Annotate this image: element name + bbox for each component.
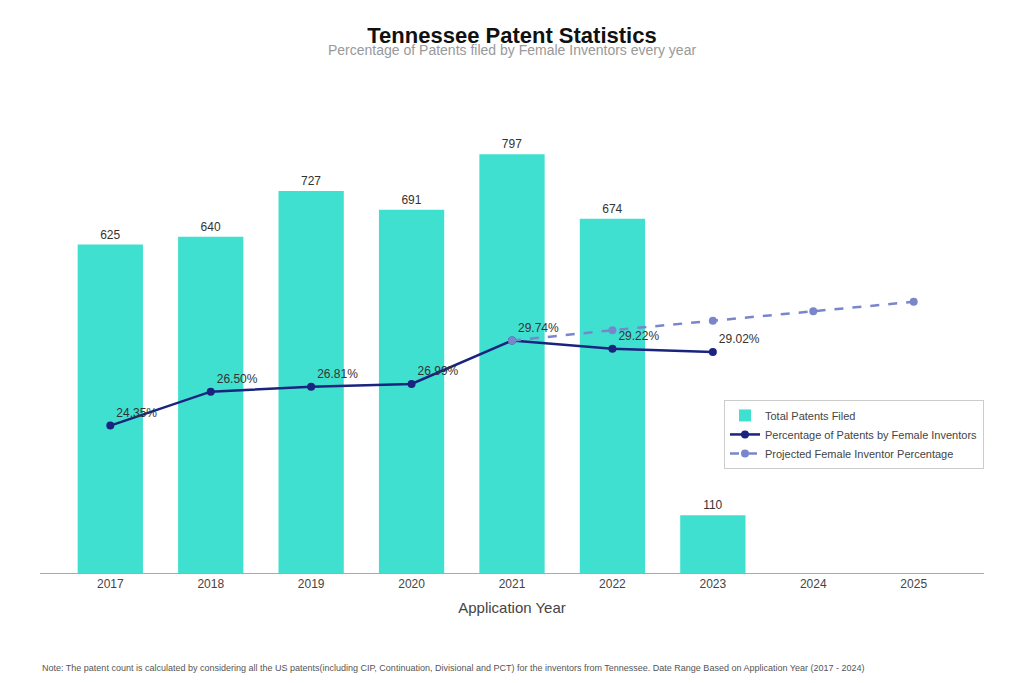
svg-text:Percentage of Patents filed by: Percentage of Patents filed by Female In… [328, 42, 696, 58]
svg-text:Note: The patent count is calc: Note: The patent count is calculated by … [42, 663, 865, 673]
svg-text:110: 110 [703, 498, 722, 512]
svg-text:24.35%: 24.35% [116, 406, 157, 420]
svg-text:Projected Female Inventor Perc: Projected Female Inventor Percentage [765, 448, 953, 460]
svg-text:2022: 2022 [599, 577, 626, 591]
svg-text:Percentage of Patents by Femal: Percentage of Patents by Female Inventor… [765, 429, 977, 441]
svg-text:2021: 2021 [499, 577, 526, 591]
svg-text:26.50%: 26.50% [217, 372, 258, 386]
svg-text:29.22%: 29.22% [618, 329, 659, 343]
svg-text:2018: 2018 [197, 577, 224, 591]
svg-text:727: 727 [301, 174, 321, 188]
svg-text:2023: 2023 [699, 577, 726, 591]
svg-text:2020: 2020 [398, 577, 425, 591]
svg-text:2017: 2017 [97, 577, 124, 591]
svg-text:Application Year: Application Year [458, 599, 566, 616]
svg-text:26.99%: 26.99% [418, 364, 459, 378]
svg-text:2019: 2019 [298, 577, 325, 591]
svg-text:Tennessee Patent Statistics: Tennessee Patent Statistics [367, 23, 656, 48]
svg-text:29.02%: 29.02% [719, 332, 760, 346]
svg-text:691: 691 [401, 193, 421, 207]
svg-text:Total Patents Filed: Total Patents Filed [765, 410, 856, 422]
svg-text:2025: 2025 [900, 577, 927, 591]
svg-text:625: 625 [100, 228, 120, 242]
svg-text:26.81%: 26.81% [317, 367, 358, 381]
svg-text:29.74%: 29.74% [518, 321, 559, 335]
svg-text:674: 674 [602, 202, 622, 216]
svg-text:797: 797 [502, 137, 522, 151]
svg-text:2024: 2024 [800, 577, 827, 591]
svg-text:640: 640 [201, 220, 221, 234]
